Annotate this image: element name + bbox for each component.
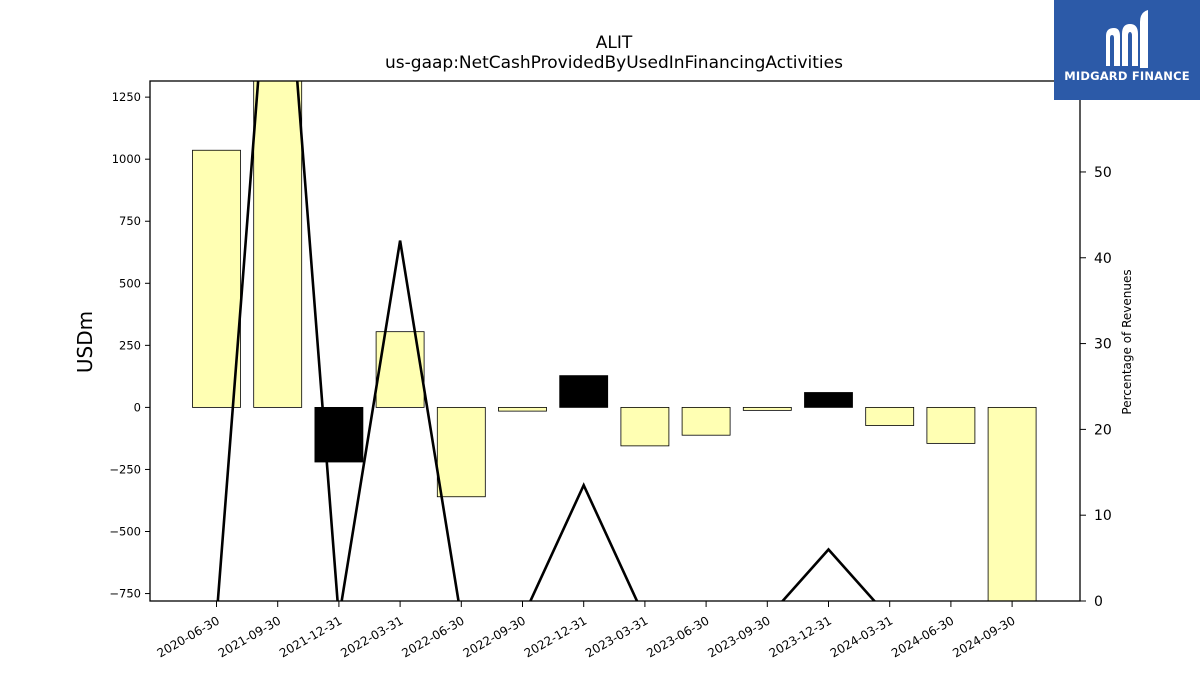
x-tick-label: 2020-06-30 <box>155 613 222 660</box>
bar-2020-06-30 <box>192 149 241 408</box>
percentage-line <box>216 81 877 601</box>
chart-title: ALIT <box>596 33 633 53</box>
y2-axis-label: Percentage of Revenues <box>1120 269 1134 414</box>
bar-2021-09-30 <box>253 81 303 408</box>
plot-area: −750 −500 −250 0 250 500 750 1000 1250 0 10 20 30 40 5… <box>109 80 1112 660</box>
x-tick-label: 2022-06-30 <box>399 613 466 660</box>
y-axis-label: USDm <box>73 311 97 373</box>
brand-name: MIDGARD FINANCE <box>1064 69 1190 83</box>
x-tick-label: 2022-09-30 <box>461 613 528 660</box>
bar-2024-06-30 <box>926 406 976 444</box>
x-tick-label: 2023-09-30 <box>705 613 772 660</box>
bar-2023-03-31 <box>620 406 670 447</box>
bar-2024-03-31 <box>865 406 915 426</box>
bar-series <box>192 81 1037 601</box>
chart-subtitle: us-gaap:NetCashProvidedByUsedInFinancing… <box>385 53 843 73</box>
y-tick-label: −250 <box>109 462 141 476</box>
bar-2023-09-30 <box>742 406 792 411</box>
x-tick-label: 2022-12-31 <box>522 613 589 660</box>
x-tick-label: 2024-06-30 <box>889 613 956 660</box>
x-tick-label: 2023-12-31 <box>767 613 834 660</box>
x-tick-label: 2024-09-30 <box>950 613 1017 660</box>
y-tick-label: 750 <box>119 214 141 228</box>
y-tick-label: 500 <box>119 276 141 290</box>
y2-tick-label: 50 <box>1094 165 1112 181</box>
y2-tick-label: 40 <box>1094 251 1112 267</box>
midgard-logo-icon <box>1106 10 1148 68</box>
y2-tick-label: 30 <box>1094 337 1112 353</box>
bar-2022-06-30 <box>436 406 486 498</box>
plot-frame <box>149 80 1081 602</box>
line-series <box>216 81 877 601</box>
bar-2023-06-30 <box>681 406 731 436</box>
x-tick-label: 2023-03-31 <box>583 613 650 660</box>
y-tick-label: 0 <box>134 400 141 414</box>
y-tick-label: −750 <box>109 587 141 601</box>
x-tick-label: 2024-03-31 <box>828 613 895 660</box>
x-tick-label: 2021-12-31 <box>277 613 344 660</box>
x-tick-label: 2021-09-30 <box>216 613 283 660</box>
y2-tick-label: 20 <box>1094 422 1112 438</box>
bar-2024-09-30 <box>987 406 1037 601</box>
bar-2022-09-30 <box>498 406 547 412</box>
y-tick-label: 1000 <box>112 152 141 166</box>
brand-logo: MIDGARD FINANCE <box>1054 0 1200 100</box>
bar-2023-12-31 <box>804 392 853 408</box>
y2-tick-label: 10 <box>1094 508 1112 524</box>
x-tick-label: 2023-06-30 <box>644 613 711 660</box>
y-tick-label: −500 <box>109 525 141 539</box>
y-tick-label: 250 <box>119 338 141 352</box>
bar-2022-12-31 <box>559 375 609 408</box>
y-tick-label: 1250 <box>112 90 141 104</box>
y2-tick-label: 0 <box>1094 594 1103 610</box>
x-tick-label: 2022-03-31 <box>338 613 405 660</box>
